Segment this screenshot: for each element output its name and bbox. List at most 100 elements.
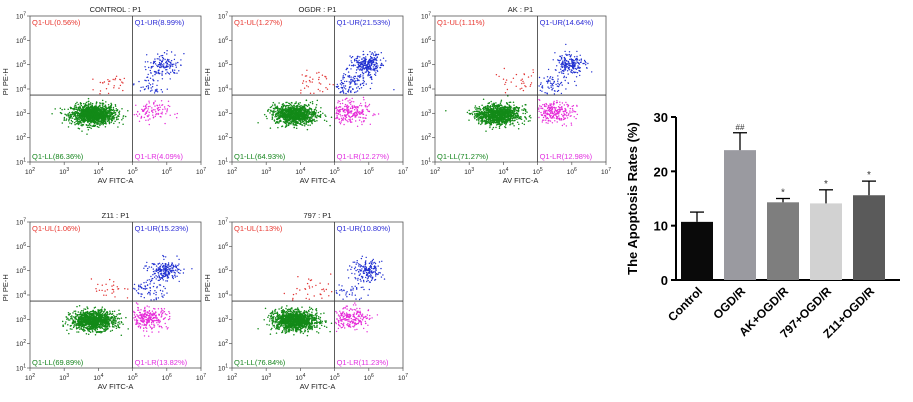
scatter-point: [347, 121, 349, 123]
scatter-point: [296, 105, 298, 107]
scatter-point: [375, 53, 377, 55]
scatter-point: [482, 98, 485, 101]
scatter-point: [99, 81, 102, 84]
scatter-point: [502, 110, 505, 113]
scatter-point: [374, 70, 376, 72]
scatter-point: [173, 72, 175, 74]
scatter-point: [156, 105, 159, 107]
scatter-point: [145, 80, 147, 82]
scatter-point: [352, 79, 354, 81]
scatter-point: [523, 123, 526, 126]
scatter-point: [294, 123, 297, 126]
scatter-point: [513, 113, 515, 115]
scatter-point: [83, 106, 86, 108]
scatter-point: [348, 86, 351, 88]
scatter-point: [336, 115, 338, 117]
scatter-point: [158, 104, 161, 106]
scatter-point: [121, 81, 123, 83]
scatter-points: [445, 43, 593, 132]
scatter-point: [99, 93, 101, 95]
scatter-point: [84, 115, 87, 117]
scatter-point: [316, 99, 319, 102]
scatter-point: [285, 123, 288, 125]
scatter-point: [110, 118, 113, 121]
x-tick-label: 105: [128, 167, 138, 176]
scatter-point: [63, 108, 66, 111]
scatter-point: [549, 114, 551, 117]
scatter-point: [276, 118, 279, 120]
scatter-point: [363, 99, 365, 101]
scatter-point: [507, 113, 510, 116]
scatter-point: [350, 68, 352, 70]
scatter-point: [110, 121, 112, 124]
scatter-point: [485, 112, 488, 114]
scatter-point: [173, 63, 175, 65]
scatter-point: [273, 111, 276, 113]
scatter-point: [318, 71, 320, 74]
scatter-point: [301, 111, 303, 114]
scatter-point: [142, 86, 144, 88]
scatter-point: [145, 68, 147, 71]
scatter-point: [357, 86, 359, 88]
scatter-point: [278, 116, 280, 118]
scatter-point: [299, 120, 302, 123]
scatter-point: [564, 110, 566, 113]
scatter-point: [339, 83, 342, 85]
scatter-point: [160, 89, 162, 91]
scatter-point: [551, 122, 554, 124]
scatter-point: [99, 124, 101, 127]
scatter-point: [291, 105, 294, 108]
scatter-point: [576, 105, 578, 107]
y-tick-label: 102: [16, 133, 26, 142]
scatter-point: [112, 78, 114, 81]
scatter-point: [77, 107, 79, 109]
scatter-point: [51, 113, 53, 115]
scatter-point: [155, 72, 157, 75]
scatter-point: [379, 64, 382, 66]
scatter-point: [166, 109, 168, 112]
scatter-point: [313, 111, 315, 113]
scatter-point: [303, 124, 306, 127]
scatter-point: [115, 75, 118, 78]
scatter-point: [476, 107, 478, 109]
scatter-point: [490, 112, 492, 115]
scatter-point: [313, 120, 316, 122]
scatter-point: [571, 111, 573, 113]
scatter-point: [509, 124, 511, 126]
scatter-point: [76, 123, 79, 125]
scatter-point: [68, 116, 70, 118]
scatter-point: [498, 114, 500, 117]
scatter-point: [368, 63, 370, 65]
scatter-point: [379, 59, 382, 61]
scatter-point: [354, 75, 357, 78]
scatter-point: [101, 103, 104, 105]
scatter-point: [281, 112, 284, 114]
scatter-point: [141, 108, 143, 111]
scatter-point: [352, 64, 355, 66]
scatter-point: [521, 105, 524, 107]
scatter-point: [306, 117, 308, 119]
scatter-point: [161, 74, 163, 76]
scatter-point: [176, 72, 178, 74]
scatter-point: [318, 76, 320, 79]
scatter-point: [356, 66, 358, 69]
scatter-point: [367, 75, 369, 77]
scatter-point: [299, 101, 301, 104]
x-tick-label: 103: [261, 167, 271, 176]
scatter-point: [343, 123, 345, 126]
scatter-point: [118, 121, 121, 124]
scatter-point: [490, 110, 492, 113]
scatter-point: [348, 109, 350, 111]
scatter-point: [348, 102, 351, 104]
scatter-point: [365, 83, 367, 85]
scatter-point: [294, 120, 297, 123]
scatter-point: [92, 78, 94, 80]
scatter-point: [353, 105, 355, 107]
scatter-point: [92, 89, 94, 91]
scatter-point: [473, 110, 476, 113]
scatter-point: [112, 117, 114, 119]
scatter-point: [567, 114, 569, 116]
scatter-point: [495, 118, 497, 120]
scatter-point: [335, 113, 337, 115]
scatter-point: [355, 59, 358, 62]
